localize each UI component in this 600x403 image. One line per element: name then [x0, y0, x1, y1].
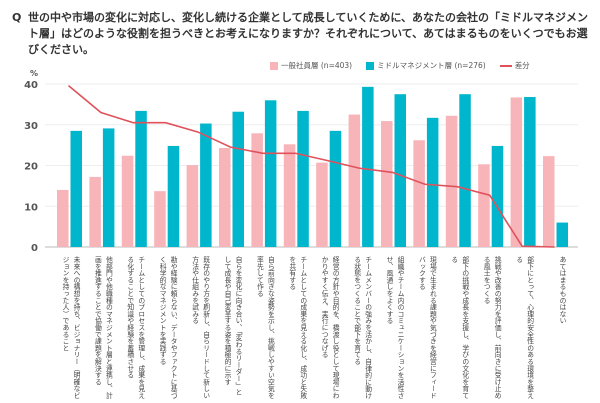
x-tick-label: 未来への構想を持ち、ビジョナリー（明確なビジョンを持った人）であること: [61, 256, 80, 399]
bar-middle: [459, 94, 471, 247]
bar-middle: [264, 100, 277, 247]
bar-middle: [135, 110, 147, 248]
bar-middle: [556, 222, 568, 247]
x-tick-label: 組織やチーム内のコミュニケーションを活性させ、風通しをよくする: [385, 256, 404, 399]
legend-item-diff: 差分: [499, 60, 530, 71]
bar-general: [445, 115, 458, 247]
legend-item-general: 一般社員層 (n=403): [270, 60, 352, 71]
x-tick-label: チームメンバーの強みを活かし、自律的に動ける状態をつくることで部下を育てる: [352, 256, 372, 399]
legend-swatch-general: [270, 61, 278, 70]
bar-general: [121, 155, 134, 247]
bar-middle: [426, 117, 439, 247]
legend: 一般社員層 (n=403) ミドルマネジメント層 (n=276) 差分: [270, 60, 530, 71]
x-tick-label: 部下にとって、心理的安全性のある環境を整える: [514, 256, 534, 399]
bar-middle: [102, 128, 115, 247]
bar-general: [316, 162, 328, 247]
legend-swatch-diff: [499, 64, 512, 67]
x-tick-label: 勘や経験に頼らない、データやファクトに基づく科学的なマネジメントを実践する: [158, 256, 178, 399]
y-tick-label: 20: [24, 162, 38, 173]
x-tick-label: 挑戦や改善の努力を評価し、前向きに受け止める風土をつくる: [482, 256, 502, 399]
bar-general: [89, 176, 101, 247]
bar-middle: [167, 145, 180, 247]
x-tick-label: あてはまるものはない: [558, 256, 566, 324]
bar-general: [57, 189, 69, 247]
legend-swatch-middle: [366, 61, 375, 70]
bar-general: [219, 147, 231, 247]
bar-general: [154, 191, 166, 247]
x-tick-label: 部下の挑戦や成長を支援し、学びの文化を育てる: [449, 256, 469, 399]
x-tick-label: 既存のやり方を刷新し、自らリードして新しい方法や仕組みを試みる: [190, 256, 210, 399]
y-tick-label: 30: [24, 121, 38, 132]
x-tick-label: 自ら前向きな姿勢を示し、挑戦しやすい空気を率先して作る: [255, 256, 275, 399]
bar-general: [478, 164, 490, 247]
bar-general: [543, 156, 555, 247]
x-tick-label: チームとしての成果を見える化し、成功と失敗を共有する: [287, 256, 307, 399]
y-tick-label: 10: [24, 202, 38, 213]
x-tick-label: 現場で生まれる課題や気づきを経営にフィードバックする: [417, 256, 437, 399]
question-prefix: Q: [12, 11, 22, 24]
bar-middle: [394, 94, 406, 247]
bar-general: [510, 97, 523, 247]
bar-general: [348, 114, 361, 247]
bar-general: [283, 144, 296, 247]
x-tick-label: チームとしてのプロセスを管理し、成果を見える化することで知識や経験を蓄積させる: [125, 256, 145, 399]
y-tick-label: 40: [24, 80, 38, 91]
line-diff: [67, 85, 555, 248]
question-text: 世の中や市場の変化に対応し、変化し続ける企業として成長していくために、あなたの会…: [28, 11, 589, 56]
legend-label-diff: 差分: [514, 61, 530, 70]
bar-middle: [200, 123, 212, 247]
bar-general: [251, 133, 263, 247]
legend-item-middle: ミドルマネジメント層 (n=276): [366, 60, 486, 71]
bar-middle: [362, 86, 374, 247]
x-tick-label: 他部門や他職種のマネジメント層と連携し、計画を推進することで協働で課題を解決する: [93, 256, 113, 399]
bar-middle: [524, 97, 536, 247]
x-tick-label: 自らを変化に向き合い、「変わるリーダー」として成長や自己変革する姿を積極的に示す: [223, 256, 242, 396]
bar-middle: [297, 110, 309, 248]
y-tick-label: 0: [31, 243, 38, 254]
bar-general: [413, 140, 425, 247]
bar-general: [186, 165, 199, 247]
legend-label-middle: ミドルマネジメント層 (n=276): [377, 61, 486, 70]
bar-middle: [70, 130, 82, 247]
question: Q 世の中や市場の変化に対応し、変化し続ける企業として成長していくために、あなた…: [12, 10, 590, 58]
bar-general: [381, 121, 393, 247]
bar-middle: [232, 111, 244, 248]
bar-middle: [491, 145, 504, 247]
x-tick-label: 経営の方針や目的を、橋渡し役として現場にわかりやすく伝え、実行につなげる: [320, 256, 340, 399]
y-axis-label: %: [30, 69, 38, 78]
legend-label-general: 一般社員層 (n=403): [281, 61, 353, 70]
bar-middle: [329, 130, 342, 247]
